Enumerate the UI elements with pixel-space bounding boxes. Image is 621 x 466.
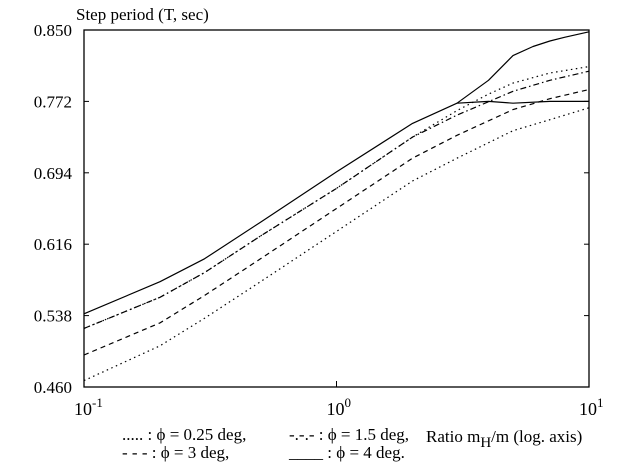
x-tick-label: 10-1 — [74, 395, 103, 419]
series-line-dotted — [83, 66, 590, 329]
series-lines — [83, 31, 590, 382]
legend-item-dotted: ..... : ϕ = 0.25 deg, — [122, 425, 246, 444]
x-axis-label: Ratio mH/m (log. axis) — [426, 427, 582, 451]
y-tick-label: 0.694 — [34, 164, 73, 183]
legend: ..... : ϕ = 0.25 deg, -.-.- : ϕ = 1.5 deg… — [122, 425, 409, 462]
series-line-dotted — [83, 107, 590, 382]
x-tick-labels: 10-1 100 101 — [74, 381, 604, 419]
y-tick-labels: 0.850 0.772 0.694 0.616 0.538 0.460 — [34, 21, 589, 397]
series-line-dashed — [83, 88, 590, 356]
y-axis-label: Step period (T, sec) — [76, 5, 209, 24]
x-tick-label: 101 — [579, 395, 604, 419]
legend-item-dashdot: -.-.- : ϕ = 1.5 deg, — [289, 425, 409, 444]
y-tick-label: 0.772 — [34, 92, 72, 111]
plot-frame — [83, 29, 590, 388]
y-tick-label: 0.850 — [34, 21, 72, 40]
x-tick-label: 100 — [327, 395, 352, 419]
legend-item-dashed: - - - : ϕ = 3 deg, — [122, 443, 229, 462]
series-line-solid — [456, 31, 590, 104]
legend-item-solid: ____ : ϕ = 4 deg. — [288, 443, 405, 462]
y-tick-label: 0.538 — [34, 307, 72, 326]
y-tick-label: 0.616 — [34, 235, 72, 254]
y-tick-label: 0.460 — [34, 378, 72, 397]
series-line-solid — [83, 100, 589, 315]
